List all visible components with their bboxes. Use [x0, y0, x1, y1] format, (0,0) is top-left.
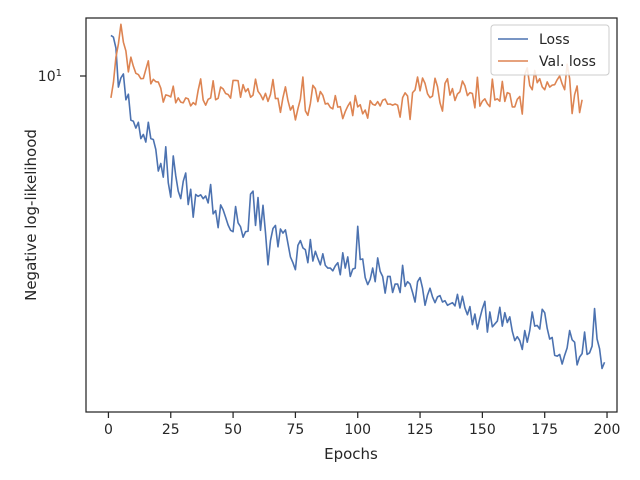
- x-tick-label: 0: [104, 422, 113, 438]
- x-tick-label: 150: [469, 422, 496, 438]
- plot-frame: [85, 17, 618, 413]
- x-tick-label: 200: [594, 422, 621, 438]
- x-axis-label: Epochs: [324, 445, 378, 463]
- x-tick-label: 100: [344, 422, 371, 438]
- x-axis: 0 25 50 75 100 125 150 175 200: [104, 412, 620, 438]
- x-tick-label: 25: [162, 422, 180, 438]
- x-tick-label: 75: [286, 422, 304, 438]
- series-line-loss: [110, 34, 606, 370]
- legend: Loss Val. loss: [490, 24, 610, 76]
- legend-box: [490, 24, 610, 76]
- series-layer: [110, 23, 606, 370]
- series-line-val-loss: [110, 23, 583, 121]
- x-tick-label: 50: [224, 422, 242, 438]
- legend-label-val-loss: Val. loss: [539, 54, 596, 70]
- x-tick-label: 175: [531, 422, 558, 438]
- legend-label-loss: Loss: [539, 32, 570, 48]
- x-tick-label: 125: [407, 422, 434, 438]
- y-axis-label: Negative log-likelihood: [22, 129, 40, 301]
